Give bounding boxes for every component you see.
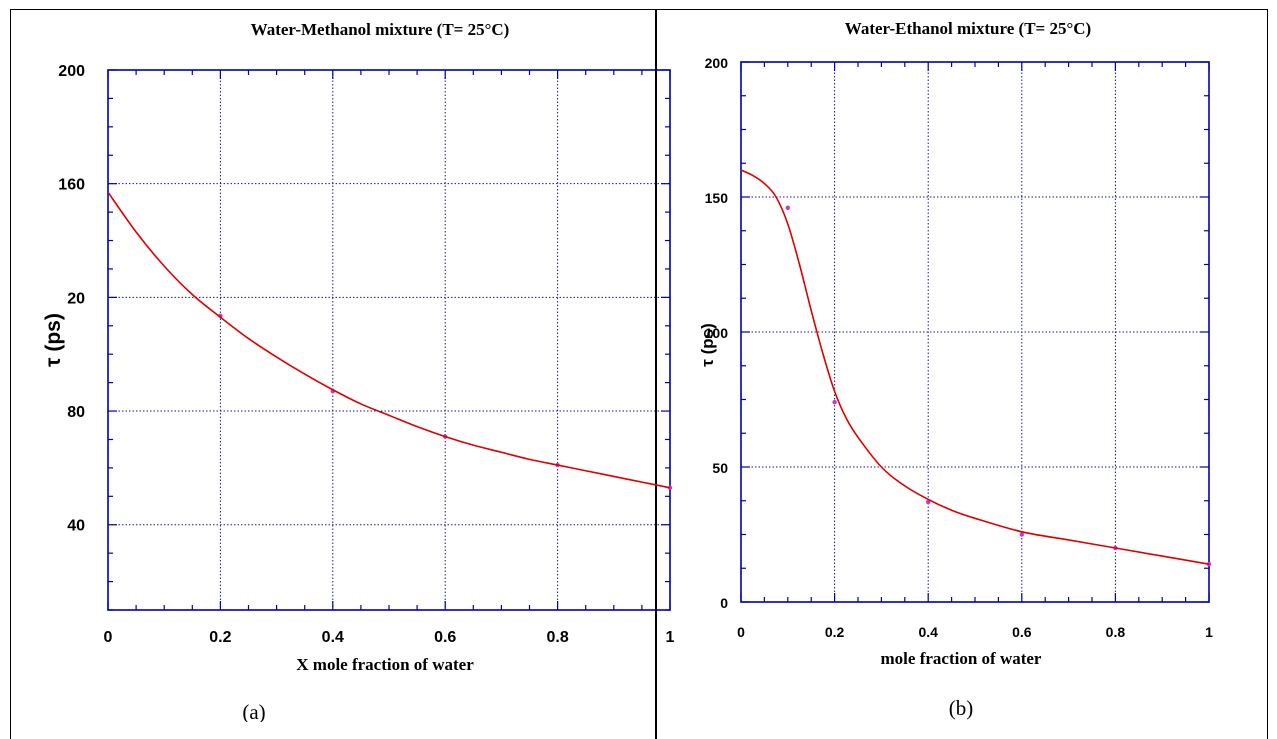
chart-a-ylabel: τ (ps): [42, 313, 65, 367]
chart-a-x-tick-label: 1: [666, 629, 675, 646]
chart-b-axes-frame: [740, 61, 1210, 603]
chart-a-x-tick-label: 0.8: [546, 629, 568, 646]
chart-b-ylabel: τ (ps): [698, 323, 717, 366]
chart-a-fit-curve: [107, 191, 671, 489]
chart-b-y-tick-label: 150: [705, 190, 729, 206]
chart-a-y-tick-label: 40: [67, 518, 85, 535]
figure-canvas: Water-Methanol mixture (T= 25°C) X mole …: [42, 19, 1213, 722]
chart-b-x-tick-label: 0.4: [918, 624, 938, 640]
chart-a-x-tick-label: 0.6: [434, 629, 456, 646]
chart-b-y-tick-label: 200: [705, 55, 729, 71]
chart-b-x-tick-label: 1: [1205, 624, 1213, 640]
chart-b-y-tick-label: 50: [712, 460, 728, 476]
chart-a-caption: (a): [242, 700, 265, 722]
chart-a-x-tick-label: 0.4: [322, 629, 344, 646]
chart-a-y-tick-label: 80: [67, 404, 85, 421]
chart-b-x-tick-label: 0.2: [825, 624, 845, 640]
chart-a-xlabel: X mole fraction of water: [296, 655, 474, 674]
chart-b-xlabel: mole fraction of water: [881, 649, 1042, 668]
chart-b-caption: (b): [949, 696, 974, 720]
chart-b-x-tick-label: 0.6: [1012, 624, 1032, 640]
chart-b-data-point: [1019, 532, 1024, 537]
chart-b-y-tick-label: 100: [705, 325, 729, 341]
chart-b-x-tick-label: 0.8: [1106, 624, 1126, 640]
panel-divider: [655, 9, 657, 739]
chart-b-data-point: [785, 205, 790, 210]
chart-b-plot: 0 0.2 0.4 0.6 0.8 1 0 50 100 150 200: [705, 55, 1213, 640]
chart-b-x-tick-label: 0: [737, 624, 745, 640]
chart-b-title: Water-Ethanol mixture (T= 25°C): [845, 19, 1091, 38]
chart-b-fit-curve: [740, 169, 1210, 565]
chart-a-x-tick-label: 0.2: [209, 629, 231, 646]
chart-a-y-tick-label: 200: [58, 63, 85, 80]
chart-b-data-point: [832, 400, 837, 405]
chart-a-y-tick-label: 160: [58, 177, 85, 194]
chart-a-y-tick-label: 20: [67, 290, 85, 307]
figure-frame: [10, 9, 1268, 739]
chart-a-x-tick-label: 0: [104, 629, 113, 646]
chart-a-axes-frame: [107, 69, 671, 611]
chart-b-y-tick-label: 0: [720, 595, 728, 611]
chart-b-data-point: [926, 499, 931, 505]
chart-a-title: Water-Methanol mixture (T= 25°C): [251, 20, 510, 39]
